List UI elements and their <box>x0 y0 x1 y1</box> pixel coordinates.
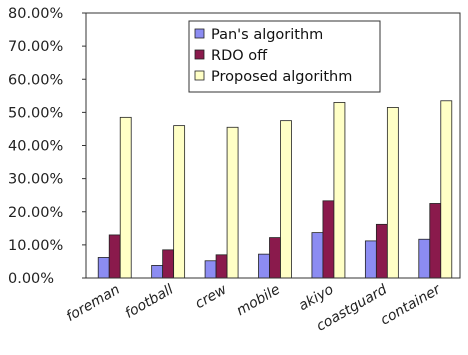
bar-proposed-algorithm-foreman <box>119 116 132 279</box>
y-tick-label: 80.00% <box>8 6 63 22</box>
bar-pan-s-algorithm-mobile <box>258 253 270 279</box>
bar-proposed-algorithm-container <box>440 100 453 279</box>
legend-box <box>188 20 381 93</box>
bar-proposed-algorithm-football <box>173 125 186 279</box>
x-axis-category-labels: foreman football crew mobile akiyocoastguard… <box>64 281 445 335</box>
bar-rdo-off-football <box>162 249 175 279</box>
bar-pan-s-algorithm-crew <box>204 260 217 279</box>
bar-pan-s-algorithm-football <box>151 265 164 279</box>
x-category-label: football <box>122 282 176 322</box>
y-axis-ticks: 0.00% 10.00% 20.00% 30.00% 40.00% 50.00% 60.00… <box>8 6 86 287</box>
y-tick-label: 60.00% <box>8 72 63 88</box>
x-category-label: mobile <box>234 282 283 320</box>
legend-label: RDO off <box>211 48 268 64</box>
legend-swatch <box>194 28 205 39</box>
y-tick-label: 40.00% <box>8 139 63 155</box>
bar-rdo-off-mobile <box>269 237 281 279</box>
bar-pan-s-algorithm-foreman <box>97 257 110 279</box>
bar-pan-s-algorithm-container <box>418 238 431 279</box>
bar-proposed-algorithm-mobile <box>280 120 292 279</box>
bar-rdo-off-crew <box>215 254 228 279</box>
legend-label: Proposed algorithm <box>211 69 352 85</box>
x-category-label: akiyo <box>296 282 336 315</box>
y-tick-label: 10.00% <box>8 238 63 254</box>
x-category-label: crew <box>193 281 231 312</box>
bar-rdo-off-container <box>429 203 442 279</box>
bar-pan-s-algorithm-akiyo <box>311 232 324 279</box>
x-category-label: container <box>378 281 445 329</box>
y-tick-label: 70.00% <box>8 39 63 55</box>
y-tick-label: 20.00% <box>8 205 63 221</box>
y-tick-label: 0.00% <box>8 271 54 287</box>
legend-label: Pan's algorithm <box>211 27 323 43</box>
bar-rdo-off-akiyo <box>322 200 335 279</box>
plot-area-frame <box>85 12 461 279</box>
bar-proposed-algorithm-crew <box>226 126 239 279</box>
bar-rdo-off-foreman <box>108 234 121 279</box>
bar-pan-s-algorithm-coastguard <box>364 240 377 279</box>
legend-swatch <box>194 70 205 81</box>
y-tick-label: 50.00% <box>8 105 63 121</box>
bar-marks <box>97 100 453 279</box>
bar-proposed-algorithm-akiyo <box>333 102 346 279</box>
x-category-label: foreman <box>64 282 123 325</box>
legend-swatch <box>194 49 205 60</box>
bar-rdo-off-coastguard <box>375 223 388 279</box>
bar-proposed-algorithm-coastguard <box>386 107 399 279</box>
y-tick-label: 30.00% <box>8 172 63 188</box>
legend: Pan's algorithm RDO off Proposed algorithm <box>188 20 381 93</box>
